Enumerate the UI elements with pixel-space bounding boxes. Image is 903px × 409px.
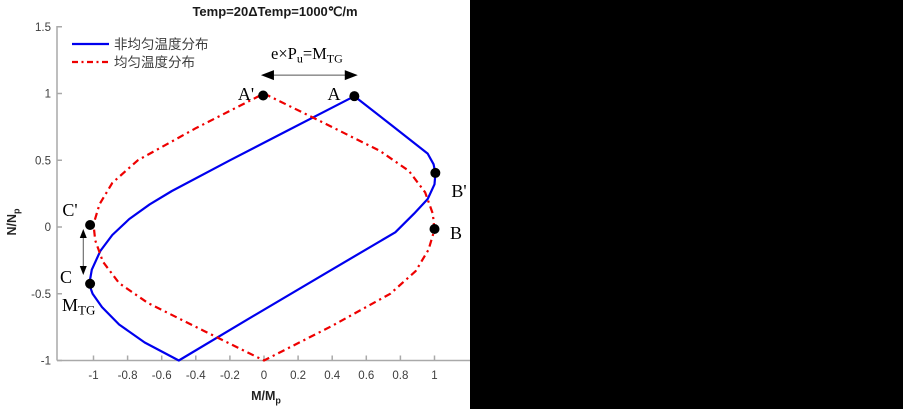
arrowhead-right-icon [344, 70, 358, 81]
x-axis-label: M/Mp [251, 389, 281, 406]
y-tick-label: -1 [41, 356, 51, 368]
legend-label-uniform: 均匀温度分布 [114, 55, 195, 70]
point-label-C-prime: C' [62, 200, 77, 220]
annotations: e×Pu=MTG MTG [62, 44, 358, 318]
x-tick-label: 0.8 [392, 370, 408, 382]
point-label-A-prime: A' [238, 84, 254, 104]
x-tick-label: -1 [88, 370, 98, 382]
y-tick-label: 1 [45, 89, 51, 101]
y-tick-label: 0 [45, 222, 51, 234]
point-label-C: C [60, 267, 72, 287]
x-tick-label: -0.8 [118, 370, 138, 382]
x-tick-label: 0.6 [358, 370, 374, 382]
x-tick-label: 1 [431, 370, 437, 382]
arrowhead-down-icon [79, 266, 87, 276]
point-labels: A' A B' B C' C [60, 84, 467, 287]
point-label-A: A [328, 84, 341, 104]
point-label-B: B [450, 223, 462, 243]
x-axis-ticks: -1 -0.8 -0.6 -0.4 -0.2 0 0.2 0.4 0.6 0.8 1 [88, 355, 438, 382]
y-tick-label: 0.5 [35, 155, 51, 167]
x-tick-label: 0.4 [324, 370, 341, 382]
axes: -1 -0.8 -0.6 -0.4 -0.2 0 0.2 0.4 0.6 0.8 1 -1 -0.5 0… [31, 22, 470, 382]
y-axis-ticks: -1 -0.5 0 0.5 1 1.5 [31, 22, 62, 368]
curve-nonuniform [88, 95, 437, 362]
y-tick-label: -0.5 [31, 289, 51, 301]
chart-title: Temp=20ΔTemp=1000℃/m [192, 4, 357, 19]
marker-dot-A-prime [258, 90, 269, 101]
legend: 非均匀温度分布 均匀温度分布 [72, 37, 209, 70]
x-tick-label: 0 [261, 370, 267, 382]
marker-dot-C-prime [85, 219, 96, 230]
x-tick-label: 0.2 [290, 370, 306, 382]
x-tick-label: -0.6 [152, 370, 172, 382]
x-tick-label: -0.4 [186, 370, 206, 382]
y-tick-label: 1.5 [35, 22, 51, 34]
marker-dot-B-prime [430, 167, 441, 178]
point-label-B-prime: B' [451, 181, 466, 201]
series-curves [88, 92, 437, 362]
eccentricity-label: e×Pu=MTG [271, 44, 343, 66]
mtg-label: MTG [62, 295, 95, 318]
marker-dot-A [349, 91, 360, 102]
y-axis-label: N/Np [5, 208, 22, 236]
marker-dot-B [429, 224, 440, 235]
curve-uniform [92, 92, 436, 362]
x-tick-label: -0.2 [220, 370, 240, 382]
legend-label-nonuniform: 非均匀温度分布 [114, 37, 209, 52]
arrowhead-up-icon [79, 229, 87, 239]
arrowhead-left-icon [260, 70, 274, 81]
black-side-panel [470, 0, 903, 409]
marker-dot-C [85, 278, 96, 289]
point-markers [85, 90, 441, 289]
